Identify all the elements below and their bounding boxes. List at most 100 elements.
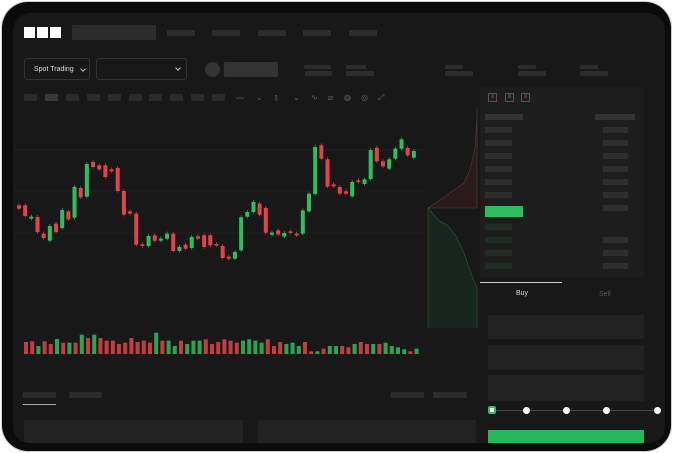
nav-item[interactable] [303,30,331,36]
amount-slider[interactable] [493,410,657,411]
book-both-icon[interactable]: ≡ [488,93,497,102]
candle-body [29,216,34,219]
tab-history[interactable] [69,392,102,398]
stat-value [346,71,374,76]
slider-step-50[interactable] [563,407,570,414]
candle-body [226,256,231,259]
order-book: ≡ ≡ ≡ [480,87,644,277]
slider-step-100[interactable] [654,407,661,414]
volume-bar [148,342,152,354]
volume-bar [377,344,382,354]
candle-body [245,212,250,217]
volume-bar [346,347,351,354]
app-screen: Spot Trading 〰 ⌄ ⫾ ⌄ ∿ ⧄ ◍ ◎ ⤢ ≡ ≡ ≡ Buy… [13,13,665,443]
timeframe-button[interactable] [65,94,79,101]
candle-body [269,232,274,235]
nav-item[interactable] [212,30,240,36]
volume-bar [86,338,90,354]
slider-step-25[interactable] [523,407,530,414]
pair-dropdown[interactable] [96,58,187,80]
line-icon[interactable]: ∿ [311,93,318,102]
timeframe-button[interactable] [128,94,142,101]
volume-bar [265,339,270,354]
ask-amount [603,153,628,159]
total-input[interactable] [488,375,644,401]
slider-handle[interactable] [488,406,496,414]
volume-bar [185,344,190,354]
nav-item[interactable] [167,30,195,36]
nav-item[interactable] [258,30,286,36]
spot-trading-label: Spot Trading [34,65,74,73]
volume-bar [371,344,376,354]
spot-trading-button[interactable]: Spot Trading [24,58,90,80]
volume-bar [296,346,301,354]
tab-open-orders[interactable] [23,392,56,398]
timeframe-button[interactable] [107,94,121,101]
chevron-down-icon[interactable]: ⌄ [256,93,263,102]
filter-button[interactable] [433,392,467,398]
candle-body [337,187,342,194]
buy-tab-underline [480,282,562,283]
volume-bar [234,342,239,354]
volume-bar [216,342,221,354]
candle-body [276,230,281,235]
expand-icon[interactable]: ⤢ [378,93,385,102]
volume-bar [36,346,41,354]
last-price [485,206,523,217]
candle-body [17,205,21,209]
circle-icon[interactable]: ◎ [361,93,368,102]
slider-step-75[interactable] [603,407,610,414]
candle-body [47,226,52,241]
ask-price [485,179,512,185]
volume-bar [222,339,227,354]
okx-logo [24,27,61,38]
search-bar[interactable] [72,25,156,40]
buy-button[interactable] [488,430,644,443]
filter-button[interactable] [391,392,424,398]
stat-value [305,71,332,76]
timeframe-button[interactable] [24,94,37,101]
volume-bar [321,348,326,354]
camera-icon[interactable]: ◍ [344,93,351,102]
ask-price [485,153,512,159]
candle-body [121,191,126,215]
ruler-icon[interactable]: ⧄ [328,93,334,102]
bid-price [485,250,512,256]
ask-amount [603,127,628,133]
volume-bar [123,342,128,354]
amount-input[interactable] [488,345,644,370]
volume-bar [24,342,28,354]
stat-label [580,65,598,69]
buy-tab[interactable]: Buy [516,290,529,297]
sell-tab[interactable]: Sell [599,291,611,298]
candle-type-icon[interactable]: ⫾ [275,93,278,102]
timeframe-button[interactable] [149,94,163,101]
timeframe-button[interactable] [170,94,184,101]
chevron-down-icon[interactable]: ⌄ [293,93,300,102]
candle-body [214,244,219,246]
timeframe-button[interactable] [212,94,226,101]
price-input[interactable] [488,315,644,339]
bid-price [485,237,512,243]
volume-bar [259,342,264,354]
candle-body [66,211,71,220]
indicator-icon[interactable]: 〰 [236,94,244,103]
volume-bar [278,342,283,354]
timeframe-button[interactable] [44,94,58,101]
candlestick-chart[interactable] [13,13,665,443]
book-asks-icon[interactable]: ≡ [521,93,530,102]
nav-item[interactable] [349,30,377,36]
timeframe-button[interactable] [191,94,205,101]
ask-price [485,140,512,146]
volume-bar [203,339,208,354]
book-bids-icon[interactable]: ≡ [505,93,514,102]
volume-bar [160,340,165,354]
volume-bar [408,351,413,354]
timeframe-button[interactable] [86,94,100,101]
stat-label [518,65,536,69]
volume-bar [228,340,233,354]
volume-bar [253,340,258,354]
volume-bar [55,339,59,354]
stat-label [304,65,331,69]
candle-body [54,223,59,232]
